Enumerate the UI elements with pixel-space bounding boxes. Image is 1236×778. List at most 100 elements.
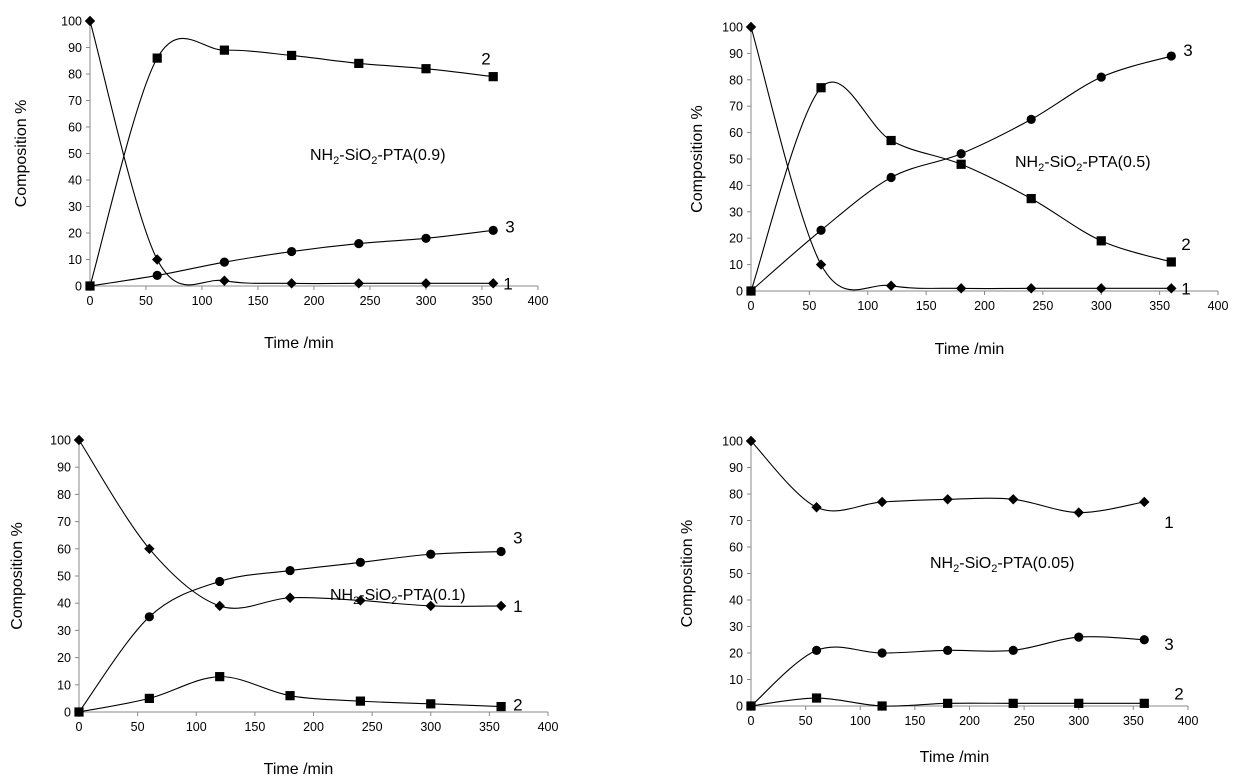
data-point — [425, 600, 436, 612]
curve-label-3: 3 — [505, 217, 514, 236]
x-tick-label: 0 — [748, 299, 755, 313]
data-point — [956, 159, 966, 169]
data-point — [1008, 494, 1019, 505]
y-tick-label: 10 — [57, 678, 71, 692]
data-point — [74, 707, 84, 717]
curve-label-3: 3 — [1183, 41, 1192, 60]
data-point — [1074, 698, 1084, 708]
y-tick-label: 70 — [729, 100, 743, 114]
series-2 — [746, 693, 1149, 711]
curve-label-1: 1 — [513, 597, 522, 616]
annotation-part: -SiO — [959, 555, 991, 572]
annotation-part: NH — [930, 555, 953, 572]
data-point — [144, 543, 155, 554]
chart-top-left: 0 10 20 30 40 50 60 70 80 90 100 0 50 100 150 200 250 300… — [13, 15, 548, 353]
x-tick-label: 50 — [802, 299, 816, 313]
x-tick-label: 150 — [248, 294, 269, 308]
annotation-subscript: 2 — [991, 563, 997, 575]
data-point — [811, 502, 822, 513]
series-3 — [746, 51, 1176, 296]
x-axis-title: Time /min — [920, 749, 990, 766]
data-point — [355, 696, 365, 706]
x-tick-label: 50 — [139, 294, 153, 308]
y-tick-label: 30 — [57, 624, 71, 638]
data-point — [73, 434, 85, 446]
data-point — [956, 149, 966, 159]
x-axis-title: Time /min — [264, 761, 334, 778]
y-tick-label: 0 — [75, 280, 82, 294]
annotation-part: -PTA(0.1) — [397, 587, 465, 604]
data-point — [488, 72, 498, 82]
x-tick-label: 50 — [131, 720, 145, 734]
curve-label-1: 1 — [1181, 279, 1190, 298]
data-point — [886, 172, 896, 183]
y-tick-label: 40 — [729, 179, 743, 193]
x-tick-label: 400 — [538, 720, 559, 734]
y-tick-label: 90 — [68, 41, 82, 55]
data-point — [1139, 496, 1150, 508]
x-tick-label: 0 — [87, 294, 94, 308]
data-point — [426, 549, 436, 559]
series-2 — [85, 37, 498, 291]
catalyst-annotation: NH2-SiO2-PTA(0.9) — [310, 147, 446, 167]
y-tick-label: 0 — [736, 285, 743, 299]
data-point — [353, 278, 364, 289]
y-tick-label: 70 — [68, 94, 82, 108]
x-tick-label: 250 — [362, 720, 383, 734]
annotation-subscript: 2 — [391, 595, 397, 607]
data-point — [285, 691, 295, 701]
data-point — [1166, 51, 1176, 61]
y-tick-label: 40 — [68, 174, 82, 188]
data-point — [1096, 236, 1106, 246]
data-point — [488, 278, 499, 289]
y-axis-title: Composition % — [13, 100, 30, 208]
data-point — [488, 225, 498, 235]
x-tick-label: 150 — [904, 714, 925, 728]
data-point — [215, 576, 225, 587]
data-point — [287, 246, 297, 257]
curve-label-2: 2 — [1181, 235, 1190, 254]
annotation-subscript: 2 — [333, 155, 339, 167]
data-point — [1026, 283, 1037, 294]
data-point — [942, 494, 953, 505]
data-point — [943, 645, 953, 655]
series-line — [89, 229, 494, 287]
x-tick-label: 200 — [303, 720, 324, 734]
data-point — [496, 546, 506, 557]
chart-top-right: 0 10 20 30 40 50 60 70 80 90 100 0 50 100 150 200 250 300… — [689, 21, 1228, 359]
data-point — [1166, 283, 1177, 294]
x-tick-label: 100 — [850, 714, 871, 728]
data-point — [1073, 507, 1084, 518]
series-3 — [74, 546, 506, 717]
data-point — [284, 592, 296, 603]
curve-label-2: 2 — [1174, 684, 1183, 703]
series-1 — [73, 434, 507, 612]
annotation-subscript: 2 — [953, 563, 959, 575]
x-tick-label: 300 — [1091, 299, 1112, 313]
x-tick-label: 150 — [244, 720, 265, 734]
y-tick-label: 40 — [57, 597, 71, 611]
x-tick-label: 150 — [916, 299, 937, 313]
data-point — [219, 257, 229, 267]
data-point — [496, 701, 506, 712]
y-tick-label: 30 — [68, 200, 82, 214]
y-tick-label: 20 — [729, 647, 743, 661]
data-point — [746, 701, 756, 711]
series-line — [750, 81, 1172, 292]
annotation-part: -PTA(0.05) — [997, 555, 1074, 572]
series-1 — [745, 21, 1177, 294]
data-point — [1008, 698, 1018, 708]
y-tick-label: 60 — [57, 542, 71, 556]
x-tick-label: 0 — [76, 720, 83, 734]
data-point — [85, 281, 95, 291]
data-point — [144, 612, 154, 622]
y-tick-label: 100 — [61, 15, 82, 29]
curve-label-3: 3 — [513, 529, 522, 548]
y-tick-label: 20 — [68, 227, 82, 241]
y-tick-label: 30 — [729, 205, 743, 219]
series-line — [78, 439, 502, 609]
data-point — [886, 135, 896, 146]
data-point — [219, 45, 229, 55]
data-point — [84, 15, 96, 27]
y-tick-label: 10 — [68, 253, 82, 267]
